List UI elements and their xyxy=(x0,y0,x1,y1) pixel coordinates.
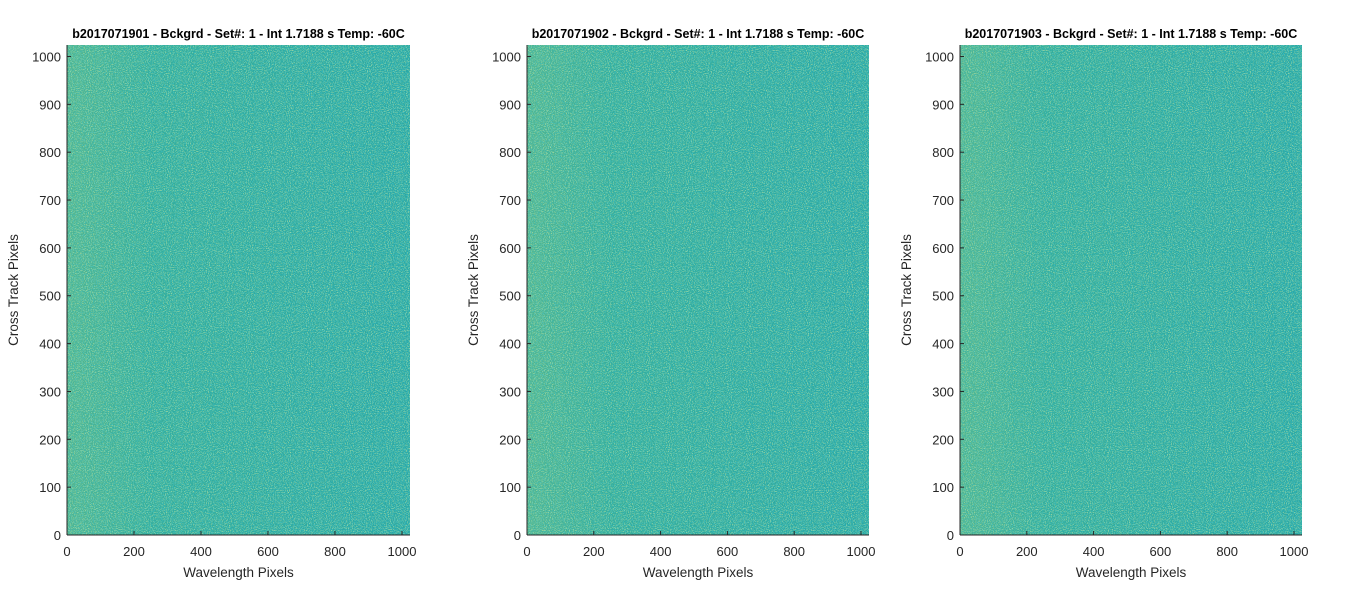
y-tick-label: 200 xyxy=(39,432,61,447)
y-tick-label: 400 xyxy=(499,337,521,352)
y-tick-label: 300 xyxy=(932,384,954,399)
x-tick-label: 800 xyxy=(783,544,805,559)
x-axis-label: Wavelength Pixels xyxy=(1076,565,1187,580)
y-axis-label: Cross Track Pixels xyxy=(466,234,481,346)
x-tick-label: 1000 xyxy=(847,544,876,559)
y-tick-label: 700 xyxy=(932,193,954,208)
y-tick-label: 400 xyxy=(932,337,954,352)
y-tick-label: 300 xyxy=(39,384,61,399)
y-tick-label: 500 xyxy=(39,289,61,304)
x-tick-label: 800 xyxy=(1216,544,1238,559)
y-tick-label: 700 xyxy=(499,193,521,208)
x-tick-label: 0 xyxy=(523,544,530,559)
y-tick-label: 600 xyxy=(932,241,954,256)
chart-title: b2017071903 - Bckgrd - Set#: 1 - Int 1.7… xyxy=(965,27,1298,41)
x-tick-label: 1000 xyxy=(1280,544,1309,559)
y-tick-label: 800 xyxy=(39,145,61,160)
y-tick-label: 700 xyxy=(39,193,61,208)
x-tick-label: 400 xyxy=(1083,544,1105,559)
x-tick-label: 600 xyxy=(257,544,279,559)
y-tick-label: 900 xyxy=(39,97,61,112)
x-tick-label: 0 xyxy=(63,544,70,559)
y-tick-label: 100 xyxy=(932,480,954,495)
y-tick-label: 600 xyxy=(499,241,521,256)
x-tick-label: 0 xyxy=(956,544,963,559)
y-tick-label: 600 xyxy=(39,241,61,256)
y-tick-label: 800 xyxy=(932,145,954,160)
x-tick-label: 400 xyxy=(650,544,672,559)
y-tick-label: 0 xyxy=(514,528,521,543)
y-tick-label: 200 xyxy=(499,432,521,447)
x-tick-label: 800 xyxy=(324,544,346,559)
chart-title: b2017071902 - Bckgrd - Set#: 1 - Int 1.7… xyxy=(532,27,865,41)
y-tick-label: 100 xyxy=(499,480,521,495)
y-tick-label: 900 xyxy=(932,97,954,112)
x-tick-label: 400 xyxy=(190,544,212,559)
y-tick-label: 1000 xyxy=(32,49,61,64)
y-tick-label: 500 xyxy=(499,289,521,304)
x-tick-label: 600 xyxy=(1150,544,1172,559)
y-axis-label: Cross Track Pixels xyxy=(6,234,21,346)
y-tick-label: 800 xyxy=(499,145,521,160)
x-tick-label: 1000 xyxy=(388,544,417,559)
y-tick-label: 0 xyxy=(947,528,954,543)
y-tick-label: 500 xyxy=(932,289,954,304)
y-tick-label: 1000 xyxy=(925,49,954,64)
y-tick-label: 200 xyxy=(932,432,954,447)
y-tick-label: 300 xyxy=(499,384,521,399)
x-axis-label: Wavelength Pixels xyxy=(643,565,754,580)
x-tick-label: 200 xyxy=(123,544,145,559)
chart-title: b2017071901 - Bckgrd - Set#: 1 - Int 1.7… xyxy=(72,27,405,41)
y-axis-label: Cross Track Pixels xyxy=(899,234,914,346)
y-tick-label: 0 xyxy=(54,528,61,543)
chart-panel-2: 0 200 400 600 800 1000 0 100 200 300 400 500 600 700 8… xyxy=(466,27,875,580)
heatmap-noise-blue xyxy=(67,45,410,535)
chart-panel-1: 0 200 400 600 800 1000 0 100 200 300 400 500 600 700 8… xyxy=(6,27,416,580)
y-tick-label: 900 xyxy=(499,97,521,112)
y-tick-label: 400 xyxy=(39,337,61,352)
heatmap-noise-blue xyxy=(527,45,869,535)
chart-panel-3: 0 200 400 600 800 1000 0 100 200 300 400 500 600 700 8… xyxy=(899,27,1308,580)
y-tick-label: 1000 xyxy=(492,49,521,64)
x-tick-label: 200 xyxy=(1016,544,1038,559)
y-tick-label: 100 xyxy=(39,480,61,495)
x-tick-label: 200 xyxy=(583,544,605,559)
x-tick-label: 600 xyxy=(717,544,739,559)
heatmap-noise-blue xyxy=(960,45,1302,535)
x-axis-label: Wavelength Pixels xyxy=(183,565,294,580)
